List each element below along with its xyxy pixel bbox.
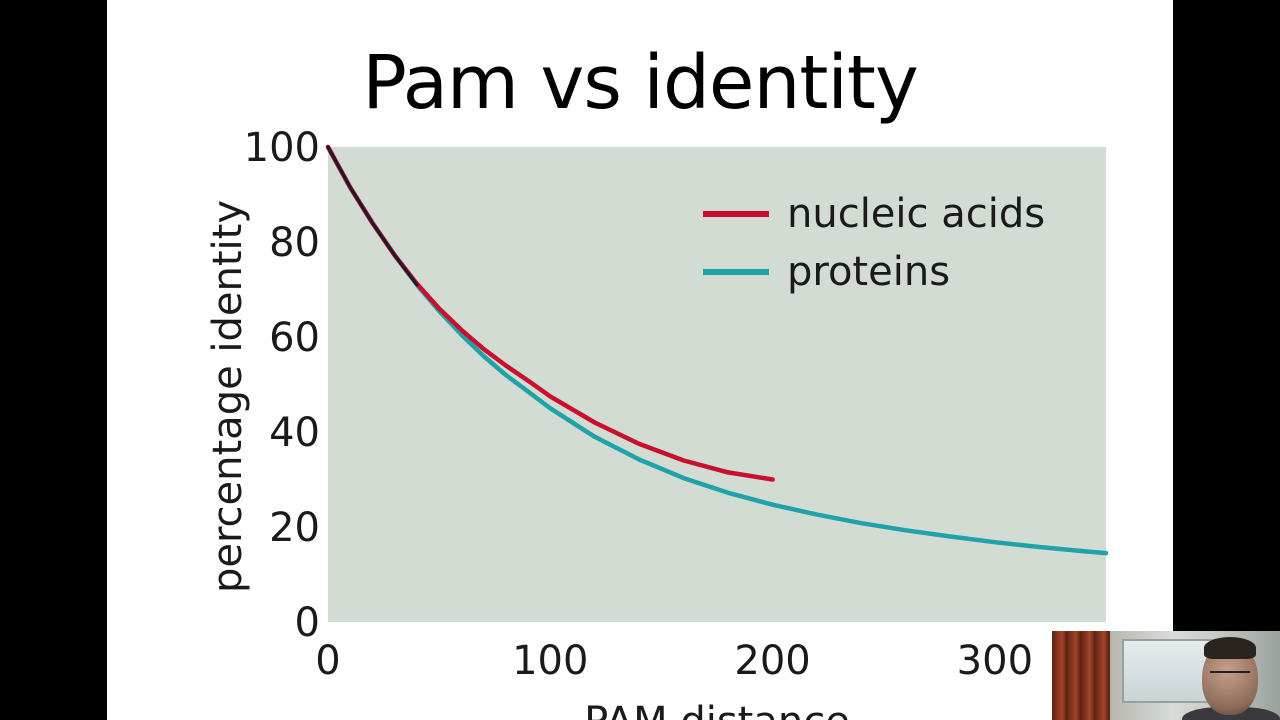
x-tick-label: 300 [957, 638, 1033, 684]
legend-label: proteins [787, 249, 950, 295]
x-tick-label: 0 [315, 638, 340, 684]
y-tick-label: 20 [269, 505, 320, 551]
slide-title: Pam vs identity [362, 40, 918, 126]
webcam-video-thumbnail[interactable] [1052, 631, 1280, 720]
presenter-glasses-shape [1210, 671, 1250, 683]
plot-area [328, 147, 1106, 622]
y-tick-label: 100 [244, 125, 320, 171]
y-tick-label: 80 [269, 220, 320, 266]
x-axis: 0 100 200 300 [315, 622, 1033, 684]
y-tick-label: 40 [269, 410, 320, 456]
y-tick-label: 60 [269, 315, 320, 361]
curtain-shape [1052, 631, 1110, 720]
presentation-slide: Pam vs identity 0 20 40 60 80 100 0 100 200 300 … [107, 0, 1173, 720]
y-axis-label: percentage identity [205, 200, 251, 593]
x-tick-label: 200 [734, 638, 810, 684]
line-chart: 0 20 40 60 80 100 0 100 200 300 nucleic acids pro… [205, 125, 1109, 720]
series-group [325, 144, 1109, 556]
y-tick-label: 0 [295, 600, 320, 646]
legend: nucleic acids proteins [703, 191, 1045, 295]
presenter-hair-shape [1204, 637, 1256, 659]
legend-label: nucleic acids [787, 191, 1045, 237]
x-tick-label: 100 [512, 638, 588, 684]
series-overlap-line [326, 145, 419, 287]
y-axis: 0 20 40 60 80 100 [244, 125, 328, 646]
x-axis-label: PAM distance [584, 699, 850, 720]
